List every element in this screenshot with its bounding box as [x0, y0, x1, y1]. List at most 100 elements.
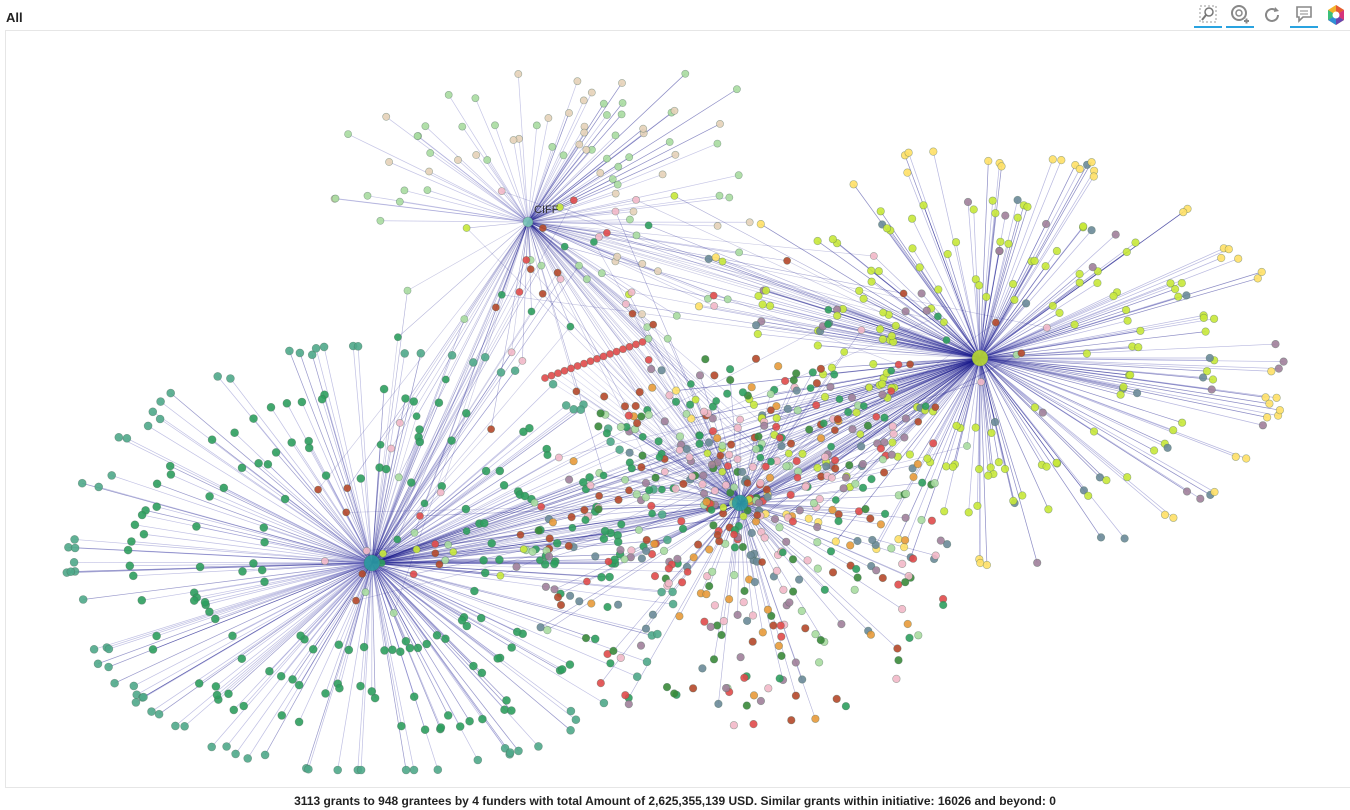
- grantee-node[interactable]: [770, 514, 780, 524]
- grantee-node[interactable]: [657, 587, 666, 597]
- grantee-node[interactable]: [1174, 292, 1183, 301]
- grantee-node[interactable]: [400, 186, 409, 195]
- grantee-node[interactable]: [555, 453, 563, 462]
- grantee-node[interactable]: [143, 421, 153, 431]
- grantee-node[interactable]: [591, 552, 600, 561]
- grantee-node[interactable]: [775, 433, 784, 442]
- grantee-node[interactable]: [621, 691, 630, 700]
- grantee-node[interactable]: [758, 558, 766, 566]
- grantee-node[interactable]: [705, 545, 714, 554]
- grantee-node[interactable]: [828, 235, 838, 244]
- grantee-node[interactable]: [637, 463, 646, 472]
- grantee-node[interactable]: [1087, 158, 1096, 167]
- grantee-node[interactable]: [1093, 278, 1102, 288]
- grantee-node[interactable]: [840, 348, 849, 356]
- grantee-node[interactable]: [1084, 491, 1093, 500]
- grantee-node[interactable]: [813, 463, 822, 472]
- grantee-node[interactable]: [831, 464, 840, 473]
- grantee-node[interactable]: [714, 699, 723, 709]
- grantee-node[interactable]: [707, 460, 717, 469]
- grantee-node[interactable]: [554, 369, 562, 378]
- grantee-node[interactable]: [671, 150, 680, 159]
- grantee-node[interactable]: [952, 421, 961, 430]
- grantee-node[interactable]: [708, 567, 717, 576]
- grantee-node[interactable]: [536, 623, 545, 632]
- grantee-node[interactable]: [963, 442, 971, 450]
- grantee-node[interactable]: [344, 130, 352, 138]
- grantee-node[interactable]: [904, 148, 913, 157]
- grantee-node[interactable]: [797, 606, 806, 616]
- grantee-node[interactable]: [580, 128, 589, 137]
- grantee-node[interactable]: [887, 366, 896, 375]
- grantee-node[interactable]: [288, 675, 297, 684]
- grantee-node[interactable]: [477, 668, 487, 678]
- grantee-node[interactable]: [401, 765, 411, 775]
- grantee-node[interactable]: [791, 691, 801, 700]
- grantee-node[interactable]: [699, 471, 708, 480]
- grantee-node[interactable]: [663, 535, 672, 545]
- grantee-node[interactable]: [760, 533, 769, 542]
- grantee-node[interactable]: [711, 253, 720, 262]
- grantee-node[interactable]: [515, 288, 524, 296]
- grantee-node[interactable]: [1111, 230, 1120, 239]
- grantee-node[interactable]: [624, 411, 633, 420]
- grantee-node[interactable]: [948, 462, 958, 471]
- grantee-node[interactable]: [753, 329, 762, 339]
- grantee-node[interactable]: [710, 601, 720, 610]
- grantee-node[interactable]: [893, 644, 902, 653]
- grantee-node[interactable]: [152, 502, 161, 512]
- grantee-node[interactable]: [449, 548, 458, 556]
- grantee-node[interactable]: [575, 597, 584, 606]
- grantee-node[interactable]: [599, 534, 609, 544]
- grantee-node[interactable]: [211, 614, 220, 624]
- grantee-node[interactable]: [571, 715, 581, 725]
- grantee-node[interactable]: [555, 203, 564, 212]
- grantee-node[interactable]: [865, 383, 874, 392]
- grantee-node[interactable]: [637, 412, 646, 421]
- grantee-node[interactable]: [413, 132, 422, 140]
- grantee-node[interactable]: [994, 458, 1003, 467]
- grantee-node[interactable]: [655, 453, 664, 461]
- grantee-node[interactable]: [507, 348, 516, 357]
- grantee-node[interactable]: [718, 441, 727, 450]
- grantee-node[interactable]: [876, 207, 885, 216]
- grantee-node[interactable]: [1267, 367, 1276, 376]
- grantee-node[interactable]: [295, 348, 305, 358]
- grantee-node[interactable]: [556, 275, 565, 283]
- grantee-node[interactable]: [243, 754, 252, 763]
- grantee-node[interactable]: [642, 535, 651, 545]
- grantee-node[interactable]: [537, 261, 546, 270]
- grantee-node[interactable]: [460, 315, 469, 323]
- grantee-node[interactable]: [166, 470, 176, 479]
- grantee-node[interactable]: [824, 320, 832, 329]
- grantee-node[interactable]: [259, 523, 269, 532]
- grantee-node[interactable]: [648, 610, 658, 619]
- grantee-node[interactable]: [670, 106, 679, 115]
- grantee-node[interactable]: [238, 567, 247, 576]
- grantee-node[interactable]: [1052, 458, 1061, 467]
- grantee-node[interactable]: [549, 559, 559, 569]
- grantee-node[interactable]: [129, 681, 139, 691]
- grantee-node[interactable]: [931, 551, 940, 560]
- grantee-node[interactable]: [748, 462, 758, 472]
- grantee-node[interactable]: [673, 554, 682, 564]
- grantee-node[interactable]: [772, 422, 781, 432]
- grantee-node[interactable]: [710, 486, 719, 495]
- grantee-node[interactable]: [1055, 308, 1064, 318]
- grantee-node[interactable]: [693, 540, 703, 549]
- grantee-node[interactable]: [760, 421, 769, 430]
- grantee-node[interactable]: [195, 562, 205, 572]
- grantee-node[interactable]: [497, 187, 506, 195]
- grantee-node[interactable]: [827, 442, 835, 451]
- grantee-node[interactable]: [707, 506, 716, 514]
- grantee-node[interactable]: [867, 277, 876, 286]
- grantee-node[interactable]: [317, 394, 327, 404]
- grantee-node[interactable]: [381, 464, 391, 474]
- grantee-node[interactable]: [249, 559, 258, 568]
- grantee-node[interactable]: [518, 356, 527, 365]
- grantee-node[interactable]: [534, 526, 543, 535]
- grantee-node[interactable]: [900, 536, 910, 545]
- grantee-node[interactable]: [228, 631, 237, 641]
- grantee-node[interactable]: [699, 407, 709, 416]
- grantee-node[interactable]: [358, 570, 367, 578]
